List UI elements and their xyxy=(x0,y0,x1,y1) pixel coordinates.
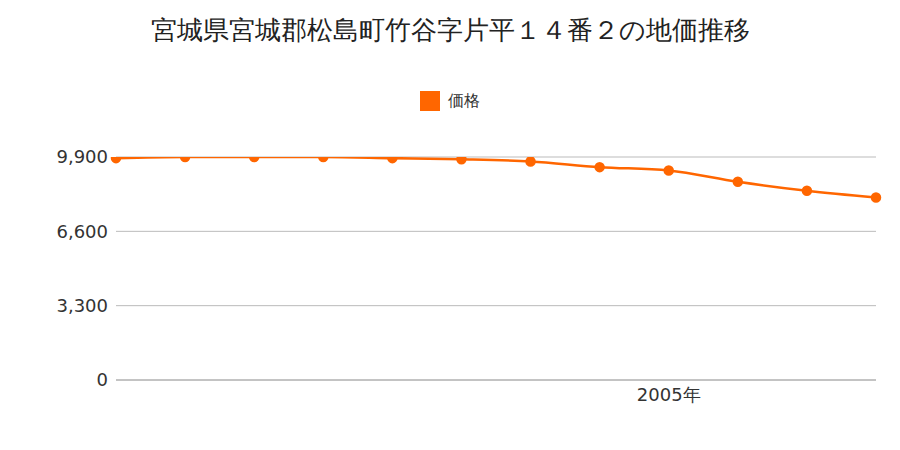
svg-text:6,600: 6,600 xyxy=(56,221,108,242)
svg-text:3,300: 3,300 xyxy=(56,295,108,316)
svg-text:2005年: 2005年 xyxy=(637,384,701,405)
html-text:価格: 価格 xyxy=(448,90,480,110)
svg-text:0: 0 xyxy=(97,369,108,390)
svg-text:9,900: 9,900 xyxy=(56,146,108,167)
html-text:宮城県宮城郡松島町竹谷字片平１４番２の地価推移: 宮城県宮城郡松島町竹谷字片平１４番２の地価推移 xyxy=(150,14,750,45)
